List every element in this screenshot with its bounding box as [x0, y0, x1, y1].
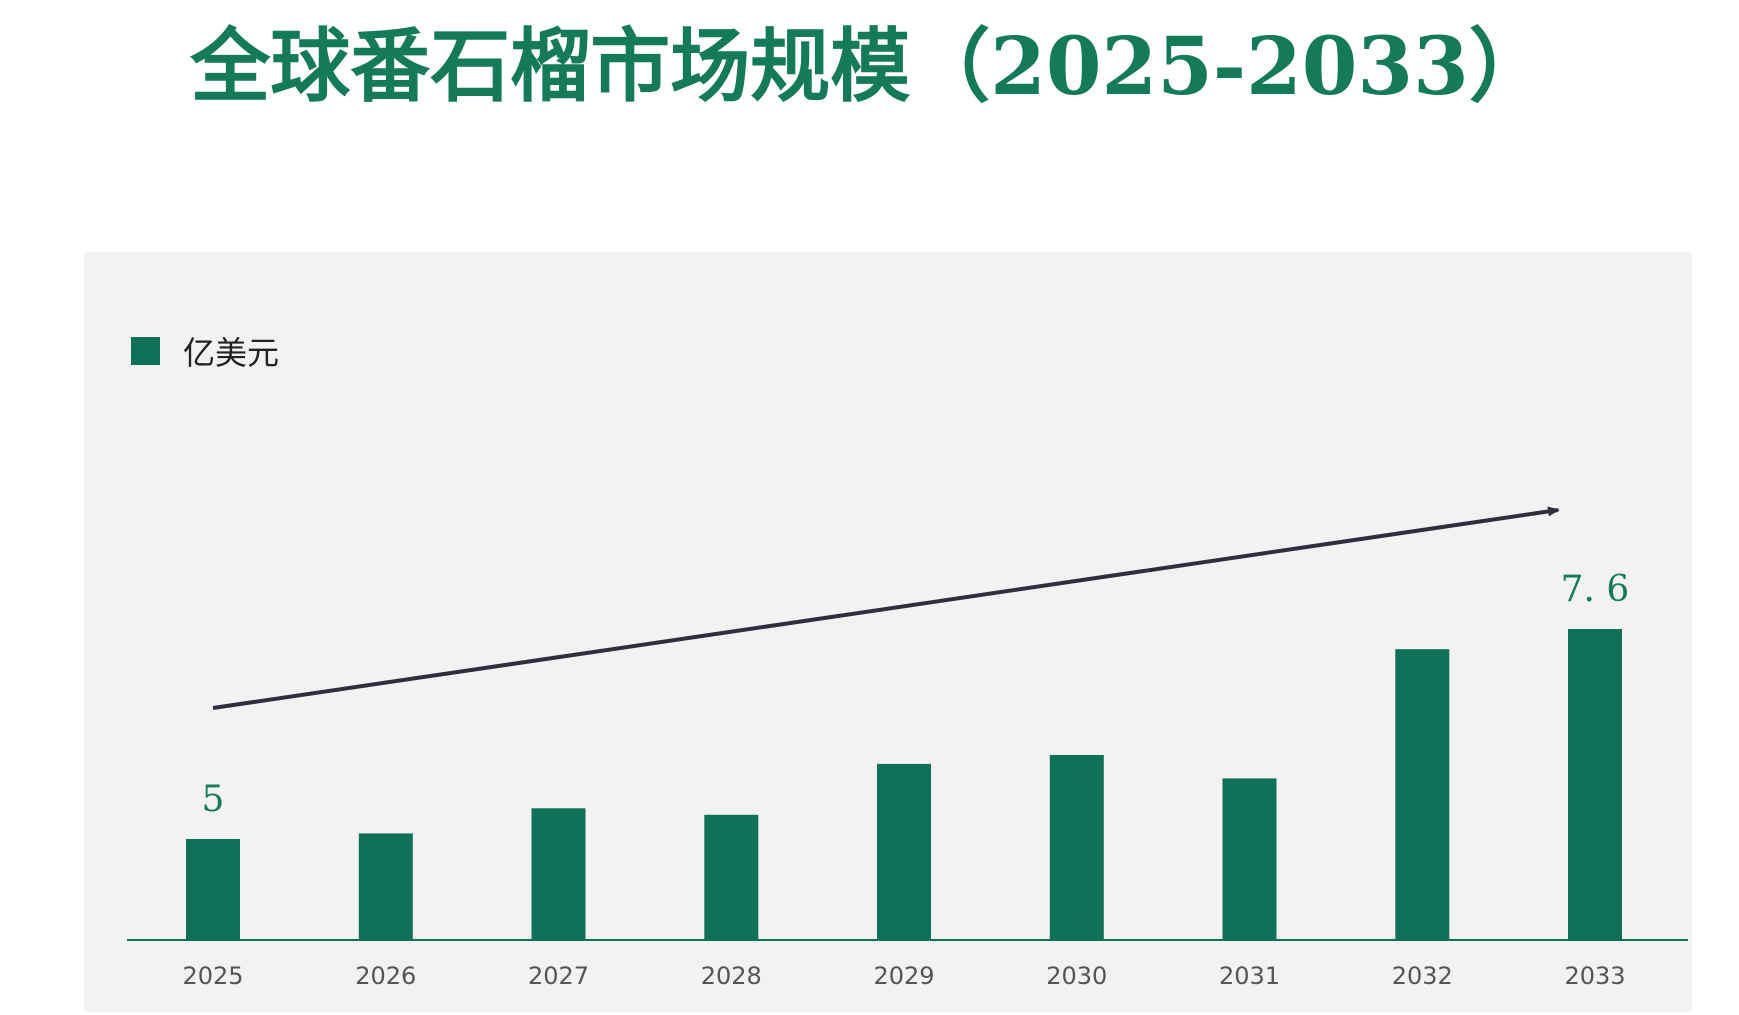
x-tick-label-2027: 2027: [528, 962, 589, 990]
data-labels: 5 7. 6: [202, 569, 1630, 820]
x-tick-label-2033: 2033: [1564, 962, 1625, 990]
bar-2029: [877, 763, 931, 940]
x-tick-label-2030: 2030: [1046, 962, 1107, 990]
bar-2025: [186, 839, 240, 940]
x-tick-labels: 2025 2026 2027 2028 2029 2030 2031 2032 2033: [182, 962, 1625, 990]
bars: [186, 629, 1622, 940]
x-tick-label-2025: 2025: [182, 962, 243, 990]
data-label-2033: 7. 6: [1561, 569, 1630, 610]
bar-2030: [1049, 755, 1104, 940]
bar-2027: [531, 808, 586, 940]
bar-2028: [704, 814, 759, 940]
trend-arrow: [212, 506, 1560, 710]
bar-2031: [1222, 778, 1277, 940]
legend-swatch: [131, 337, 160, 365]
legend-label: 亿美元: [183, 334, 279, 372]
bar-2026: [358, 833, 413, 940]
chart-title: 全球番石榴市场规模（2025-2033）: [190, 19, 1549, 113]
x-tick-label-2032: 2032: [1392, 962, 1453, 990]
bar-2032: [1395, 649, 1450, 940]
x-tick-label-2029: 2029: [873, 962, 934, 990]
bar-2033: [1568, 629, 1622, 940]
x-tick-label-2026: 2026: [355, 962, 416, 990]
data-label-2025: 5: [202, 779, 225, 820]
x-tick-label-2028: 2028: [701, 962, 762, 990]
legend: 亿美元: [131, 334, 279, 372]
x-tick-label-2031: 2031: [1219, 962, 1280, 990]
